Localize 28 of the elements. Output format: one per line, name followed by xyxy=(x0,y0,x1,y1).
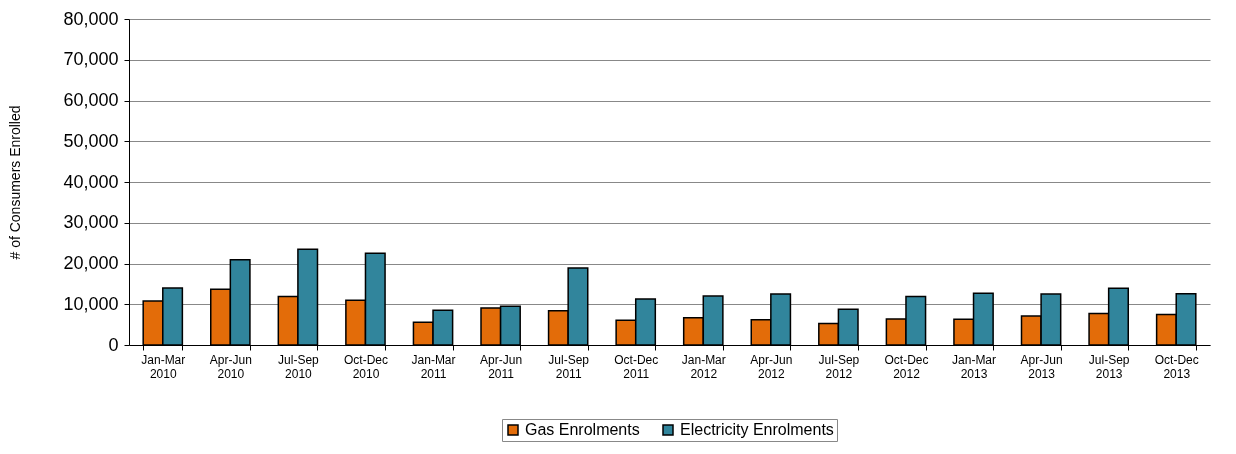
x-tick-label: Jan-Mar 2010 xyxy=(141,352,186,381)
x-tick-label: Apr-Jun 2012 xyxy=(750,352,793,381)
y-axis-title: # of Consumers Enrolled xyxy=(7,105,24,260)
y-tick-label: 70,000 xyxy=(63,49,119,70)
x-tick-label: Jan-Mar 2012 xyxy=(681,352,726,381)
y-tick-label: 50,000 xyxy=(63,130,119,151)
x-tick-label: Jan-Mar 2013 xyxy=(952,352,997,381)
x-tick-label: Jul-Sep 2010 xyxy=(278,352,320,381)
x-tick-label: Oct-Dec 2010 xyxy=(343,352,388,381)
y-tick-label: 10,000 xyxy=(63,293,119,314)
y-tick-label: 60,000 xyxy=(63,90,119,110)
legend-label: Electricity Enrolments xyxy=(680,421,834,438)
legend-label: Gas Enrolments xyxy=(525,421,640,438)
x-tick-label: Oct-Dec 2012 xyxy=(884,352,929,381)
y-tick-label: 20,000 xyxy=(63,253,119,273)
x-tick-label: Apr-Jun 2010 xyxy=(209,352,252,381)
x-tick-label: Apr-Jun 2011 xyxy=(480,352,523,381)
x-tick-label: Apr-Jun 2013 xyxy=(1020,352,1063,381)
x-tick-label: Jan-Mar 2011 xyxy=(411,352,456,381)
y-tick-label: 30,000 xyxy=(63,212,119,233)
x-tick-label: Jul-Sep 2012 xyxy=(818,352,860,381)
x-tick-label: Oct-Dec 2013 xyxy=(1154,352,1199,381)
y-tick-label: 80,000 xyxy=(63,8,119,29)
x-tick-label: Jul-Sep 2013 xyxy=(1088,352,1130,381)
y-tick-label: 40,000 xyxy=(63,171,119,192)
x-tick-label: Oct-Dec 2011 xyxy=(614,352,659,381)
y-tick-label: 0 xyxy=(108,334,119,355)
x-tick-label: Jul-Sep 2011 xyxy=(548,352,590,381)
